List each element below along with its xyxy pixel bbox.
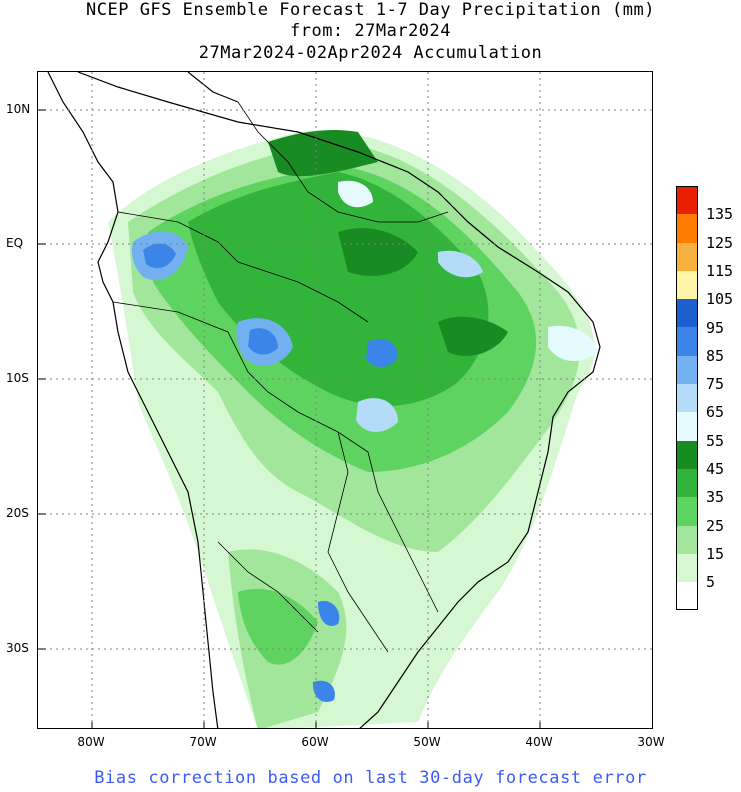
legend-swatch [676,384,698,413]
lat-label-20s: 20S [6,506,29,520]
legend-tick-label: 105 [706,290,734,309]
map-title-line-3: 27Mar2024-02Apr2024 Accumulation [198,43,543,63]
legend-tick-label: 95 [706,318,725,337]
legend-tick-label: 5 [706,573,716,592]
legend-swatch [676,299,698,328]
legend-tick-label: 65 [706,403,725,422]
legend-tick-label: 55 [706,431,725,450]
legend-tick-label: 25 [706,516,725,535]
legend-tick-label: 125 [706,233,734,252]
lon-label-80w: 80W [77,735,105,749]
lon-label-40w: 40W [525,735,553,749]
gridlines [38,72,652,728]
precipitation-map-svg [38,72,652,728]
legend-swatch [676,270,698,300]
lat-label-10s: 10S [6,371,29,385]
lon-label-60w: 60W [301,735,329,749]
legend-tick-label: 85 [706,346,725,365]
coastlines [47,72,601,728]
legend-tick-label: 45 [706,460,725,478]
legend-swatch [676,412,698,441]
precipitation-map [37,71,653,729]
legend-swatch [676,214,698,243]
legend-swatch [676,242,698,271]
lat-label-30s: 30S [6,641,29,655]
legend-tick-label: 135 [706,205,734,224]
lon-label-50w: 50W [413,735,441,749]
legend-swatch [676,497,698,526]
lon-label-30w: 30W [637,735,665,749]
legend-swatch [676,582,698,611]
legend-swatch [676,327,698,356]
map-title-line-2: from: 27Mar2024 [289,21,452,41]
lon-label-70w: 70W [189,735,217,749]
bias-correction-note: Bias correction based on last 30-day for… [94,768,647,788]
country-borders [112,101,449,653]
legend-swatch [676,468,698,498]
color-legend [676,186,698,611]
legend-tick-label: 115 [706,261,734,280]
legend-swatch [676,186,698,215]
legend-tick-label: 15 [706,544,725,563]
legend-swatch [676,525,698,554]
legend-swatch [676,355,698,385]
legend-swatch [676,440,698,469]
axis-ticks [38,109,541,728]
lat-label-10n: 10N [6,102,31,116]
legend-swatch [676,553,698,583]
legend-tick-label: 75 [706,375,725,394]
lat-label-eq: EQ [6,236,24,250]
precip-shading [108,130,598,728]
map-title-line-1: NCEP GFS Ensemble Forecast 1-7 Day Preci… [86,0,655,20]
legend-tick-label: 35 [706,488,725,507]
